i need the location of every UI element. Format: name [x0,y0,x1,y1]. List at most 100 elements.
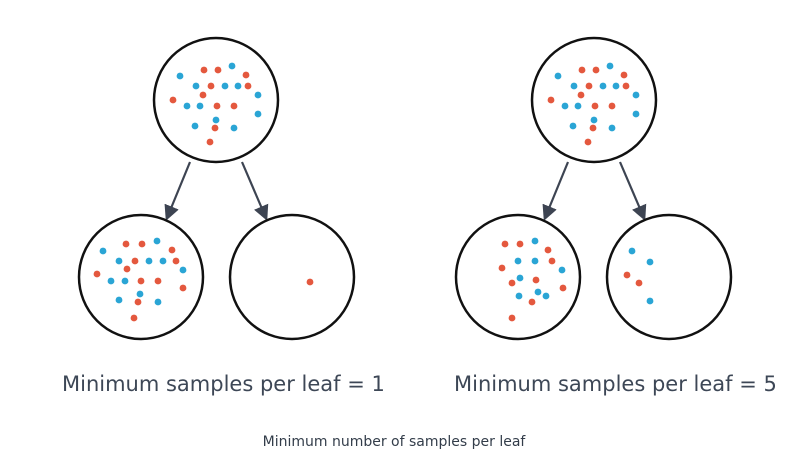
sample-blue [531,257,539,265]
sample-blue [569,122,577,130]
sample-blue [570,82,578,90]
sample-red [559,284,567,292]
sample-blue [230,124,238,132]
sample-blue [516,274,524,282]
sample-blue [159,257,167,265]
sample-blue [254,91,262,99]
sample-red [623,271,631,279]
sample-red [213,102,221,110]
sample-blue [534,288,542,296]
sample-blue [554,72,562,80]
sample-blue [514,257,522,265]
sample-blue [599,82,607,90]
sample-blue [254,110,262,118]
sample-blue [608,124,616,132]
sample-red [206,138,214,146]
sample-blue [191,122,199,130]
sample-blue [154,298,162,306]
panel-label-min-samples-1: Minimum samples per leaf = 1 [62,372,385,396]
sample-red [169,96,177,104]
sample-blue [179,266,187,274]
sample-blue [612,82,620,90]
sample-blue [99,247,107,255]
sample-red [199,91,207,99]
sample-blue [221,82,229,90]
sample-blue [606,62,614,70]
sample-blue [561,102,569,110]
sample-red [591,102,599,110]
panel-min-samples-1 [77,36,356,341]
sample-blue [234,82,242,90]
sample-red [584,138,592,146]
sample-red [306,278,314,286]
root-samples [547,62,640,146]
sample-blue [632,110,640,118]
sample-red [620,71,628,79]
root-node-circle [152,36,280,164]
sample-red [244,82,252,90]
sample-red [577,91,585,99]
sample-blue [590,116,598,124]
arrow-to-right-leaf [240,161,269,221]
root-node-circle [530,36,658,164]
sample-red [131,257,139,265]
sample-blue [145,257,153,265]
right-leaf-circle [228,213,356,341]
right-leaf-circle [605,213,733,341]
sample-red [207,82,215,90]
sample-red [592,66,600,74]
sample-blue [646,258,654,266]
sample-red [635,279,643,287]
sample-red [137,277,145,285]
sample-red [172,257,180,265]
sample-red [578,66,586,74]
sample-blue [542,292,550,300]
sample-red [93,270,101,278]
sample-blue [136,290,144,298]
sample-red [516,240,524,248]
sample-blue [515,292,523,300]
sample-red [585,82,593,90]
arrow-to-right-leaf [618,161,647,221]
sample-blue [176,72,184,80]
sample-blue [153,237,161,245]
left-leaf-samples [498,237,567,322]
root-samples [169,62,262,146]
sample-blue [212,116,220,124]
sample-red [122,240,130,248]
sample-blue [192,82,200,90]
sample-red [548,257,556,265]
arrow-to-left-leaf [164,161,192,221]
sample-blue [183,102,191,110]
sample-red [528,298,536,306]
sample-red [130,314,138,322]
sample-blue [628,247,636,255]
left-leaf-samples [93,237,187,322]
right-leaf-samples [306,278,314,286]
sample-red [214,66,222,74]
sample-red [501,240,509,248]
sample-blue [558,266,566,274]
left-leaf-circle [77,213,205,341]
sample-blue [508,314,516,322]
sample-blue [531,237,539,245]
sample-red [508,279,516,287]
sample-red [498,264,506,272]
arrow-to-left-leaf [542,161,570,221]
sample-red [230,102,238,110]
sample-red [211,124,219,132]
sample-red [544,246,552,254]
sample-red [138,240,146,248]
sample-blue [115,257,123,265]
sample-red [608,102,616,110]
sample-blue [121,277,129,285]
sample-red [200,66,208,74]
sample-red [622,82,630,90]
panel-label-min-samples-5: Minimum samples per leaf = 5 [454,372,777,396]
panel-min-samples-5 [454,36,733,341]
sample-blue [632,91,640,99]
sample-red [179,284,187,292]
sample-red [547,96,555,104]
sample-blue [228,62,236,70]
